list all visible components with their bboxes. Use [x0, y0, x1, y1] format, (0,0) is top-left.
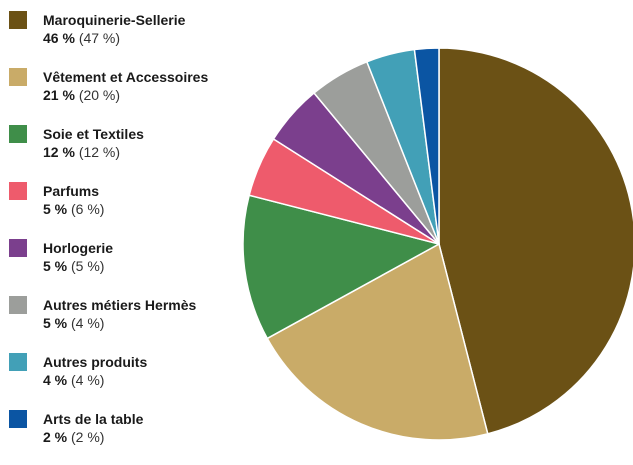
legend-previous-share: (6 %): [71, 201, 105, 217]
pie-slice-0: [438, 47, 633, 435]
legend-item-horlogerie: Horlogerie 5 % (5 %): [9, 237, 249, 294]
legend-label: Soie et Textiles: [43, 126, 144, 142]
legend-swatch: [9, 296, 27, 314]
legend-current-share: 21 %: [43, 87, 75, 103]
legend-values: 5 % (6 %): [43, 200, 104, 218]
legend-previous-share: (20 %): [78, 87, 121, 103]
legend-current-share: 12 %: [43, 144, 75, 160]
legend-current-share: 4 %: [43, 372, 68, 388]
pie-slice-1: [266, 243, 489, 441]
legend-label: Horlogerie: [43, 240, 114, 256]
legend-previous-share: (4 %): [71, 315, 105, 331]
legend-swatch: [9, 353, 27, 371]
legend-previous-share: (2 %): [71, 429, 105, 445]
legend-label: Parfums: [43, 183, 100, 199]
pie-slice-2: [242, 194, 440, 340]
legend-item-maroquinerie-sellerie: Maroquinerie-Sellerie 46 % (47 %): [9, 9, 249, 66]
legend-values: 21 % (20 %): [43, 86, 120, 104]
legend-item-vetement-et-accessoires: Vêtement et Accessoires 21 % (20 %): [9, 66, 249, 123]
legend-item-arts-de-la-table: Arts de la table 2 % (2 %): [9, 408, 249, 465]
pie-slice-7: [413, 47, 440, 245]
chart-legend: Maroquinerie-Sellerie 46 % (47 %) Vêteme…: [9, 9, 249, 465]
legend-swatch: [9, 125, 27, 143]
legend-previous-share: (5 %): [71, 258, 105, 274]
legend-values: 12 % (12 %): [43, 143, 120, 161]
legend-item-autres-metiers-hermes: Autres métiers Hermès 5 % (4 %): [9, 294, 249, 351]
legend-previous-share: (47 %): [78, 30, 121, 46]
legend-label: Maroquinerie-Sellerie: [43, 12, 186, 28]
legend-current-share: 5 %: [43, 315, 68, 331]
legend-swatch: [9, 11, 27, 29]
legend-item-autres-produits: Autres produits 4 % (4 %): [9, 351, 249, 408]
legend-swatch: [9, 182, 27, 200]
legend-current-share: 2 %: [43, 429, 68, 445]
legend-swatch: [9, 410, 27, 428]
legend-label: Arts de la table: [43, 411, 144, 427]
legend-current-share: 5 %: [43, 258, 68, 274]
legend-label: Vêtement et Accessoires: [43, 69, 209, 85]
legend-label: Autres métiers Hermès: [43, 297, 197, 313]
legend-label: Autres produits: [43, 354, 148, 370]
legend-values: 2 % (2 %): [43, 428, 104, 446]
legend-values: 5 % (4 %): [43, 314, 104, 332]
legend-values: 5 % (5 %): [43, 257, 104, 275]
legend-previous-share: (12 %): [78, 144, 121, 160]
pie-chart: [242, 47, 633, 441]
legend-current-share: 5 %: [43, 201, 68, 217]
legend-values: 46 % (47 %): [43, 29, 120, 47]
legend-item-soie-et-textiles: Soie et Textiles 12 % (12 %): [9, 123, 249, 180]
legend-current-share: 46 %: [43, 30, 75, 46]
legend-swatch: [9, 239, 27, 257]
legend-previous-share: (4 %): [71, 372, 105, 388]
legend-swatch: [9, 68, 27, 86]
legend-values: 4 % (4 %): [43, 371, 104, 389]
legend-item-parfums: Parfums 5 % (6 %): [9, 180, 249, 237]
